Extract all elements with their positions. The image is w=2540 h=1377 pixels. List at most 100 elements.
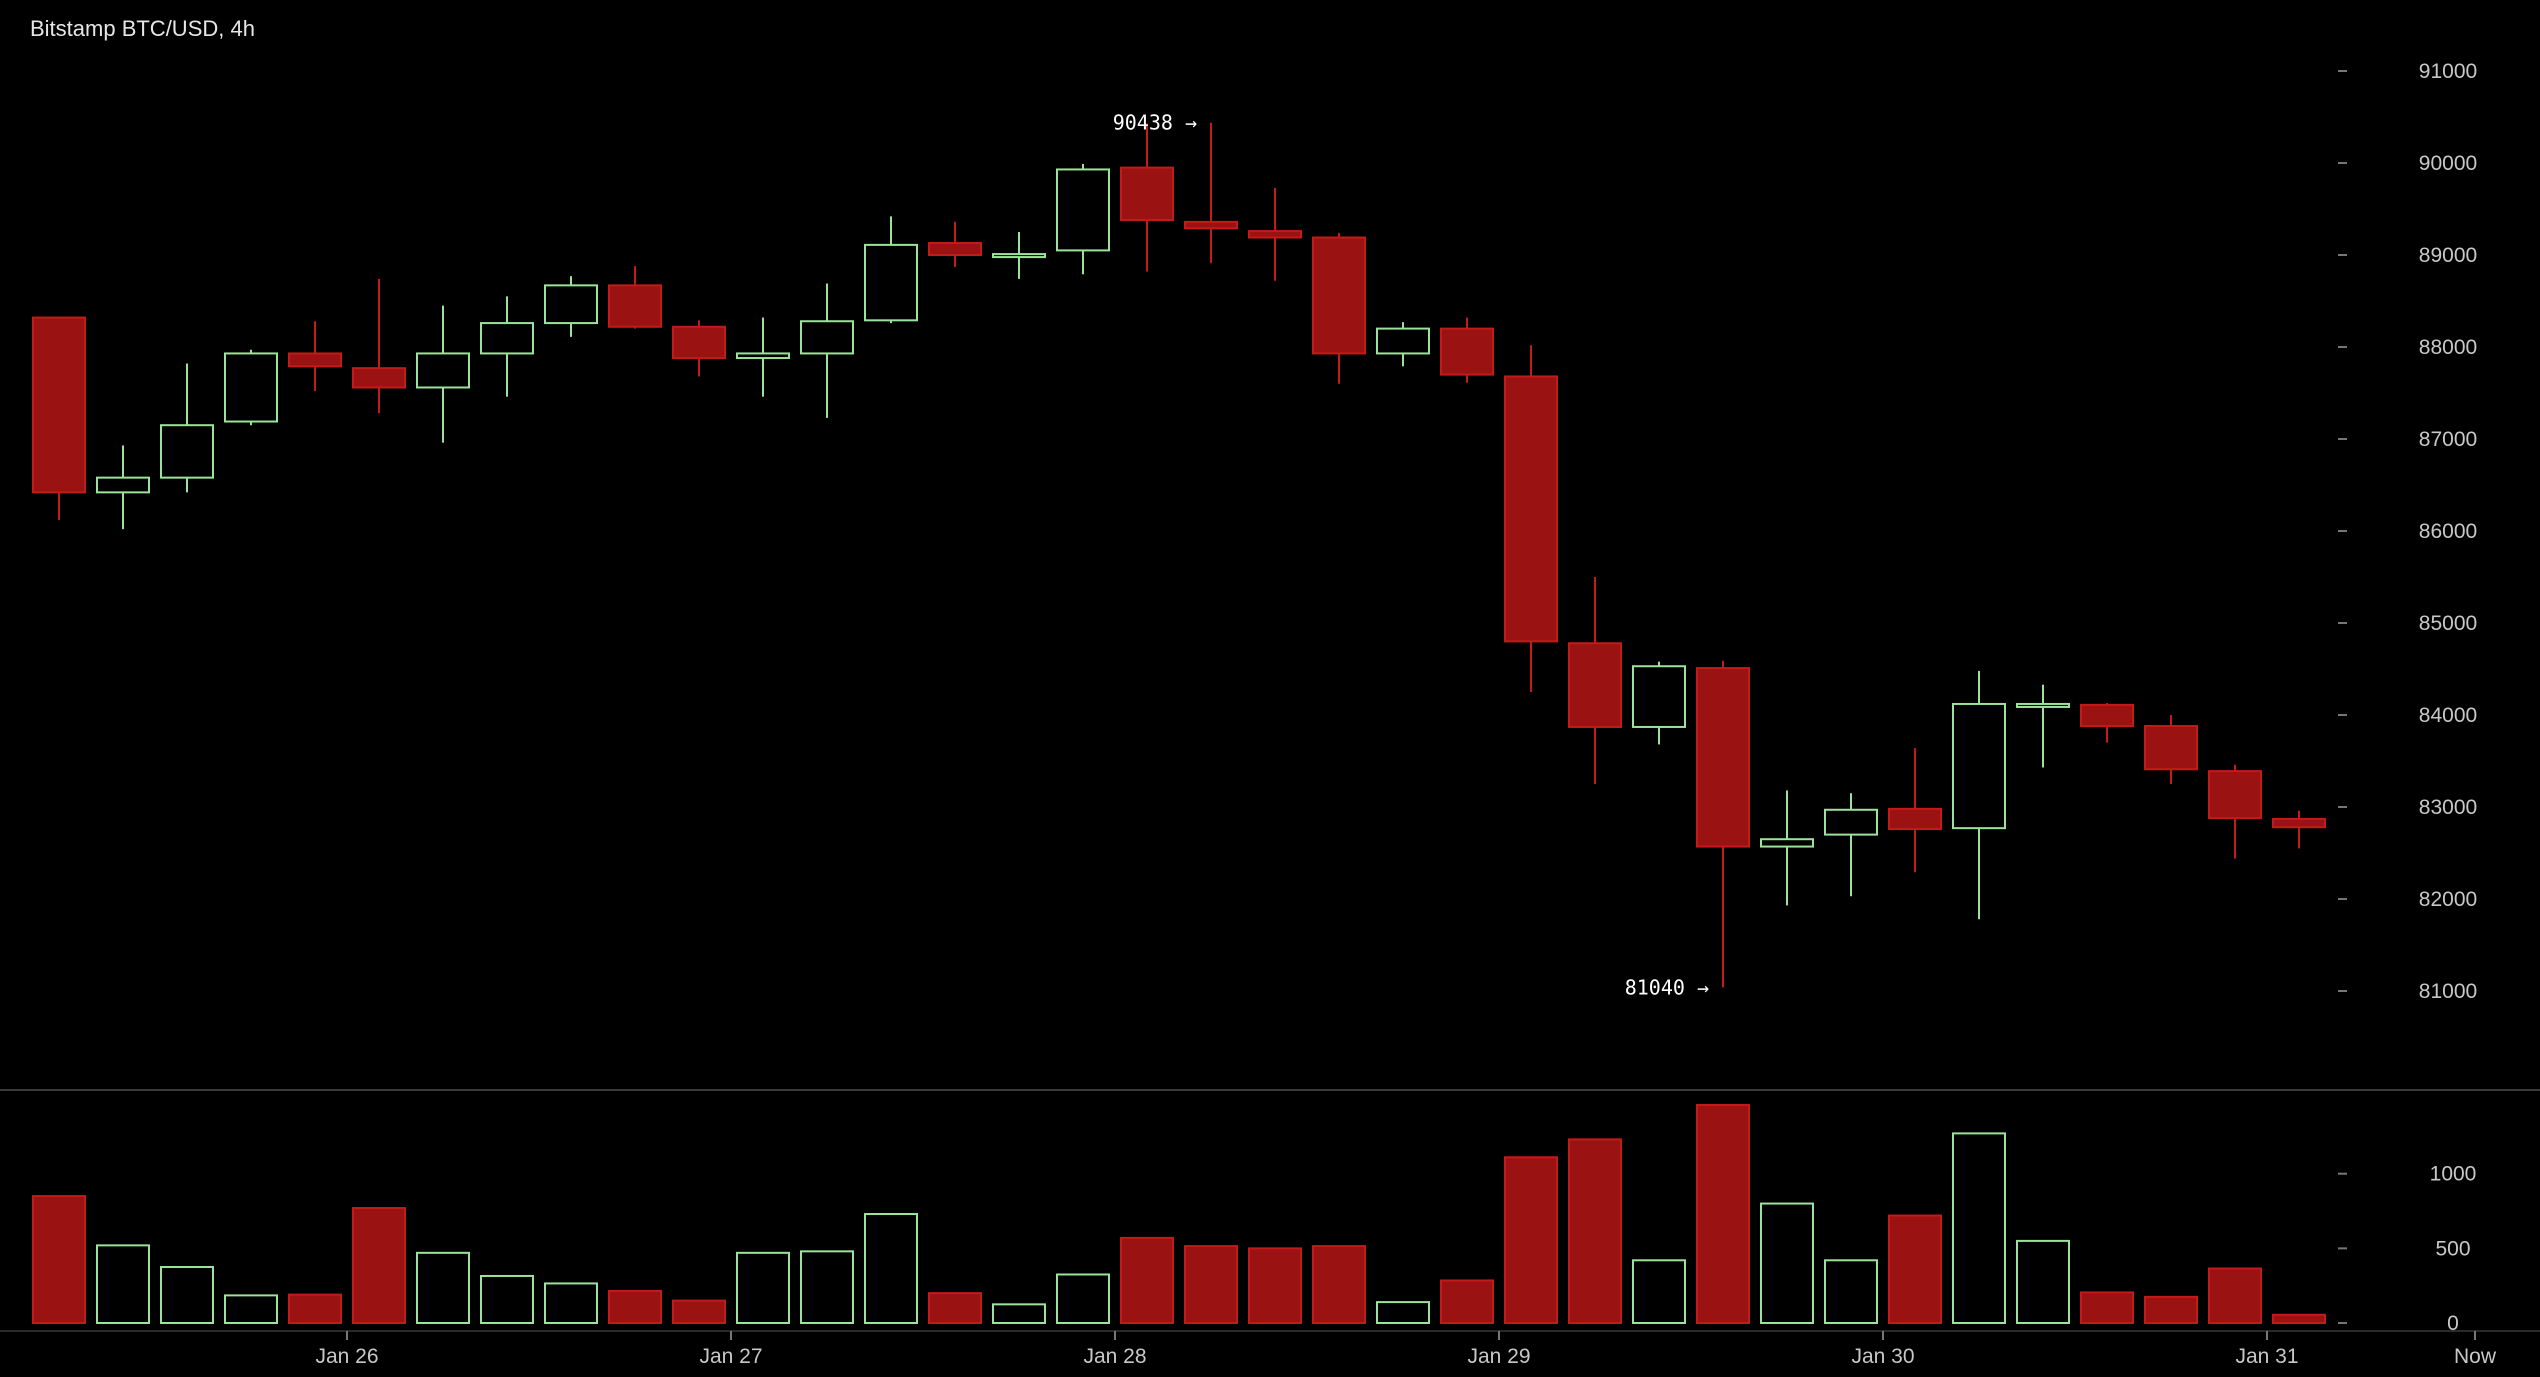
volume-axis: 0 500 1000 <box>2338 1163 2476 1335</box>
volume-bar <box>1696 1104 1750 1324</box>
candle-body <box>1888 807 1942 831</box>
candle-body <box>992 253 1046 259</box>
volume-bar <box>1376 1301 1430 1325</box>
candle-up <box>1632 661 1686 745</box>
price-extreme-annotation: 90438 → <box>1113 111 1197 135</box>
candle-down <box>1312 232 1366 384</box>
candle-up <box>480 296 534 397</box>
candle-down <box>2144 715 2198 784</box>
price-axis: 91000 90000 89000 88000 87000 86000 85000 84000… <box>2338 60 2477 1003</box>
volume-bar <box>544 1282 598 1325</box>
volume-bar <box>1120 1236 1174 1325</box>
candle-up <box>544 276 598 337</box>
volume-bar <box>992 1303 1046 1325</box>
time-tick-label: Jan 31 <box>2235 1345 2298 1368</box>
candle-body <box>1632 665 1686 728</box>
candle-body <box>1376 327 1430 355</box>
candle-body <box>160 424 214 479</box>
candle-down <box>1568 577 1622 784</box>
volume-bar <box>608 1289 662 1325</box>
candle-body <box>2144 725 2198 771</box>
candle-down <box>2208 764 2262 859</box>
volume-bar <box>2080 1291 2134 1325</box>
volume-bar <box>2272 1313 2326 1324</box>
candle-body <box>1824 808 1878 836</box>
volume-bar <box>32 1195 86 1324</box>
volume-bar <box>1248 1247 1302 1324</box>
candle-body <box>416 352 470 389</box>
candle-down <box>352 278 406 414</box>
price-tick-label: 87000 <box>2419 428 2477 451</box>
volume-bar <box>352 1207 406 1324</box>
price-tick-label: 83000 <box>2419 796 2477 819</box>
price-tick-label: 86000 <box>2419 520 2477 543</box>
volume-bar <box>2208 1267 2262 1324</box>
candle-body <box>1184 220 1238 230</box>
volume-bar <box>2016 1239 2070 1325</box>
candle-down <box>1696 660 1750 988</box>
volume-bar <box>672 1299 726 1324</box>
volume-tick-label: 500 <box>2435 1237 2470 1260</box>
volume-bar <box>1760 1202 1814 1325</box>
candle-up <box>1376 322 1430 367</box>
candle-body <box>2016 702 2070 708</box>
candle-body <box>544 284 598 325</box>
volume-bar <box>416 1251 470 1324</box>
time-tick-label: Jan 30 <box>1851 1345 1914 1368</box>
volume-bar <box>288 1293 342 1325</box>
candle-body <box>224 352 278 423</box>
candle-body <box>1312 236 1366 355</box>
price-tick-label: 82000 <box>2419 888 2477 911</box>
volume-bar <box>1312 1245 1366 1324</box>
time-tick-label: Now <box>2454 1345 2497 1368</box>
price-tick-label: 85000 <box>2419 612 2477 635</box>
volume-bar <box>1504 1156 1558 1324</box>
candle-body <box>800 320 854 355</box>
time-tick-label: Jan 28 <box>1083 1345 1146 1368</box>
candle-body <box>736 352 790 360</box>
candle-down <box>32 316 86 520</box>
candle-body <box>2272 817 2326 829</box>
candle-up <box>1824 793 1878 897</box>
candle-up <box>1056 163 1110 275</box>
candle-down <box>1120 123 1174 272</box>
candle-up <box>992 232 1046 279</box>
candle-down <box>608 266 662 329</box>
volume-bar <box>928 1292 982 1325</box>
candle-body <box>352 367 406 389</box>
chart-title: Bitstamp BTC/USD, 4h <box>30 16 255 41</box>
volume-bar <box>800 1250 854 1325</box>
candle-up <box>160 363 214 493</box>
volume-bar <box>96 1244 150 1325</box>
candle-down <box>1888 748 1942 873</box>
candle-body <box>1760 838 1814 848</box>
candle-body <box>1696 667 1750 848</box>
volume-bar <box>480 1274 534 1324</box>
candles-layer <box>32 122 2326 988</box>
candle-body <box>1120 166 1174 222</box>
candle-up <box>736 317 790 397</box>
volume-layer <box>32 1104 2326 1325</box>
candle-down <box>1248 187 1302 281</box>
candle-up <box>96 445 150 530</box>
volume-bar <box>1888 1214 1942 1325</box>
candle-body <box>1504 375 1558 643</box>
candle-up <box>224 349 278 426</box>
volume-bar <box>160 1266 214 1324</box>
candle-body <box>288 352 342 368</box>
candle-body <box>480 322 534 355</box>
price-extreme-annotation: 81040 → <box>1625 975 1709 999</box>
candle-body <box>1440 327 1494 376</box>
annotations-layer: 90438 → 81040 → <box>1113 111 1709 1000</box>
candle-body <box>1248 230 1302 239</box>
time-tick-label: Jan 29 <box>1467 1345 1530 1368</box>
candle-body <box>864 243 918 322</box>
candle-body <box>2208 770 2262 820</box>
volume-bar <box>1056 1273 1110 1325</box>
candle-down <box>1184 122 1238 264</box>
candle-body <box>96 476 150 494</box>
candle-down <box>2272 810 2326 849</box>
volume-bar <box>1824 1259 1878 1324</box>
candle-body <box>32 316 86 494</box>
